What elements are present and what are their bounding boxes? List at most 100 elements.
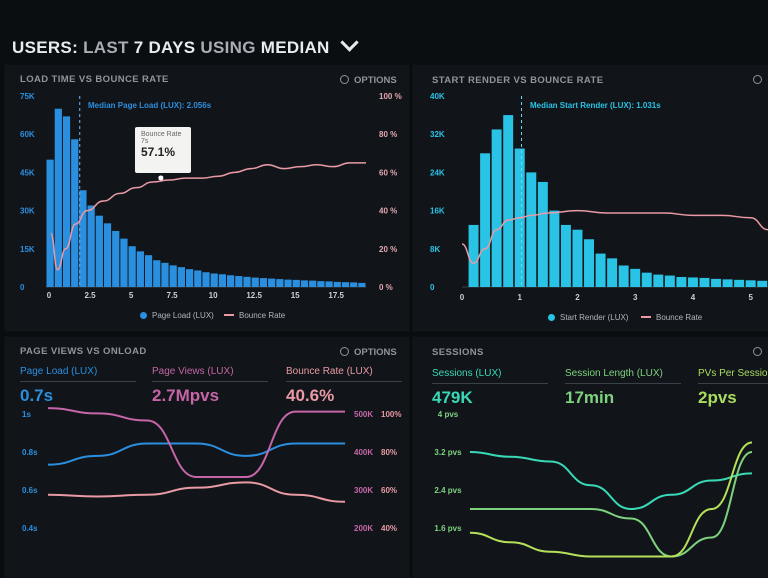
- y-tick-label: 32K: [430, 130, 445, 139]
- render-legend-bounce-rate[interactable]: Bounce Rate: [641, 313, 702, 322]
- y-tick-label: 45K: [20, 168, 35, 177]
- bar: [722, 279, 733, 287]
- x-tick-label: 7.5: [167, 291, 179, 300]
- metric-divider: [286, 381, 402, 382]
- dashboard-title[interactable]: USERS: LAST 7 DAYS USING MEDIAN: [12, 33, 359, 58]
- bar: [664, 275, 675, 287]
- page-load-line: [47, 442, 345, 466]
- bar: [120, 238, 128, 287]
- render-legend-start-render[interactable]: Start Render (LUX): [548, 313, 628, 322]
- bar: [468, 224, 479, 287]
- load-legend-bounce-rate[interactable]: Bounce Rate: [224, 311, 285, 320]
- bar: [572, 229, 583, 287]
- y-tick-label: 75K: [20, 92, 35, 101]
- users-label: USERS:: [12, 38, 79, 57]
- metric-label-pvs-per-session: PVs Per Session: [698, 368, 768, 379]
- dashboard-header: [0, 0, 768, 62]
- bar: [358, 282, 366, 287]
- sessions-chart: 4 pvs 3.2 pvs 2.4 pvs 1.6 pvs: [434, 410, 753, 558]
- bar: [79, 190, 87, 287]
- y-tick-label-mid: 500K: [354, 410, 373, 419]
- bar: [341, 282, 350, 287]
- bar: [227, 275, 235, 287]
- bar: [87, 205, 95, 287]
- load-time-chart: 0 15K 30K 45K 60K 75K 0 % 20 % 40 % 60 % 80 % 100 %…: [20, 92, 402, 300]
- y-tick-label: 60K: [20, 130, 35, 139]
- metric-divider: [565, 383, 681, 384]
- y-tick-label: 0.4s: [22, 524, 38, 533]
- load-time-panel-title: LOAD TIME VS BOUNCE RATE: [20, 74, 169, 85]
- y-tick-label-right: 0 %: [379, 283, 393, 292]
- legend-label: Bounce Rate: [656, 313, 703, 322]
- bar: [95, 215, 103, 287]
- bar: [46, 159, 54, 287]
- bar: [112, 230, 120, 287]
- render-options-button[interactable]: [753, 74, 767, 86]
- bar: [687, 277, 698, 287]
- median-label: MEDIAN: [260, 38, 330, 57]
- bar: [268, 278, 276, 287]
- bar: [153, 260, 161, 287]
- x-tick-label: 0: [47, 291, 52, 300]
- bar: [526, 172, 537, 287]
- x-tick-label: 17.5: [328, 291, 344, 300]
- metric-label-page-views: Page Views (LUX): [152, 366, 234, 377]
- page-views-panel-title: PAGE VIEWS VS ONLOAD: [20, 346, 147, 357]
- y-tick-label: 30K: [20, 207, 35, 216]
- bounce-rate-line: [50, 162, 366, 271]
- page-views-panel: [4, 336, 410, 578]
- bar: [136, 251, 144, 287]
- legend-label: Page Load (LUX): [152, 311, 214, 320]
- sessions-options-button[interactable]: [753, 346, 767, 358]
- y-tick-label: 0: [430, 283, 435, 292]
- bar: [128, 246, 136, 287]
- load-options-button[interactable]: OPTIONS: [340, 74, 397, 86]
- x-tick-label: 0: [460, 293, 465, 302]
- tooltip-point: [158, 175, 164, 181]
- x-tick-label: 12.5: [246, 291, 262, 300]
- y-tick-label-right: 20 %: [379, 245, 397, 254]
- gear-icon: [753, 75, 762, 84]
- bar: [300, 280, 309, 287]
- y-tick-label-right: 60 %: [379, 168, 397, 177]
- y-tick-label-right: 100 %: [379, 92, 402, 101]
- pageviews-options-button[interactable]: OPTIONS: [340, 346, 397, 358]
- bar: [235, 276, 243, 287]
- page-views-line: [47, 407, 345, 479]
- bar: [251, 277, 259, 287]
- bar: [309, 280, 317, 287]
- legend-dot-icon: [548, 314, 555, 321]
- bar: [292, 279, 300, 287]
- x-tick-label: 2.5: [84, 291, 96, 300]
- y-tick-label: 40K: [430, 92, 445, 101]
- bar: [630, 268, 641, 287]
- bar: [350, 282, 358, 287]
- metric-label-sessions: Sessions (LUX): [432, 368, 502, 379]
- y-tick-label: 3.2 pvs: [434, 448, 462, 457]
- metric-value-pvs-per-session: 2pvs: [698, 388, 737, 407]
- bar: [103, 223, 112, 287]
- bar: [194, 270, 202, 287]
- metric-label-bounce-rate: Bounce Rate (LUX): [286, 366, 373, 377]
- bar: [71, 139, 79, 287]
- metric-value-page-views: 2.7Mpvs: [152, 386, 220, 405]
- legend-line-icon: [224, 314, 234, 316]
- using-label: USING: [200, 38, 256, 57]
- bar: [699, 277, 710, 287]
- gear-icon: [340, 75, 349, 84]
- x-tick-label: 4: [691, 293, 696, 302]
- bar: [177, 267, 185, 287]
- bar: [54, 108, 62, 287]
- session-length-line: [469, 451, 753, 558]
- bar: [202, 272, 210, 287]
- bar: [595, 253, 606, 287]
- y-tick-label-right: 60%: [381, 486, 397, 495]
- bar: [325, 281, 333, 287]
- metric-divider: [152, 381, 268, 382]
- bar: [537, 181, 548, 287]
- bar: [161, 262, 169, 287]
- x-tick-label: 1: [518, 293, 523, 302]
- load-legend-page-load[interactable]: Page Load (LUX): [140, 311, 214, 320]
- bar: [734, 279, 745, 287]
- bar: [653, 274, 664, 287]
